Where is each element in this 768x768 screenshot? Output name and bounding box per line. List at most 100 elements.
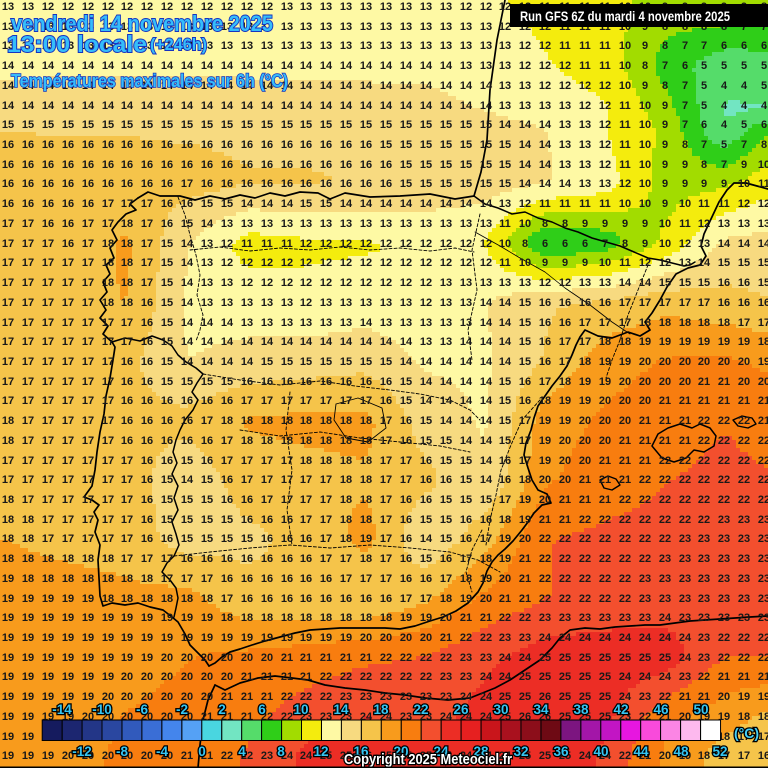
svg-text:15: 15: [241, 533, 253, 545]
svg-text:19: 19: [460, 593, 472, 605]
svg-text:20: 20: [221, 671, 233, 683]
svg-text:22: 22: [221, 750, 233, 762]
svg-text:17: 17: [281, 494, 293, 506]
svg-text:15: 15: [420, 119, 432, 131]
svg-text:18: 18: [102, 238, 114, 250]
svg-text:13: 13: [420, 1, 432, 13]
svg-text:21: 21: [340, 652, 352, 664]
svg-text:23: 23: [698, 632, 710, 644]
svg-text:16: 16: [141, 395, 153, 407]
svg-text:16: 16: [281, 573, 293, 585]
svg-text:17: 17: [22, 395, 34, 407]
svg-text:9: 9: [721, 178, 727, 190]
svg-text:Run GFS 6Z du mardi 4 novembre: Run GFS 6Z du mardi 4 novembre 2025: [520, 9, 730, 24]
svg-text:16: 16: [161, 159, 173, 171]
svg-text:15: 15: [460, 474, 472, 486]
svg-text:12: 12: [313, 744, 328, 759]
svg-text:13: 13: [480, 40, 492, 52]
svg-text:13: 13: [241, 297, 253, 309]
svg-text:14: 14: [460, 435, 473, 447]
svg-text:16: 16: [261, 593, 273, 605]
svg-text:22: 22: [380, 652, 392, 664]
svg-text:15: 15: [400, 376, 412, 388]
svg-text:14: 14: [440, 198, 453, 210]
svg-text:13: 13: [360, 1, 372, 13]
svg-text:4: 4: [721, 119, 728, 131]
svg-text:17: 17: [380, 573, 392, 585]
svg-text:22: 22: [241, 750, 253, 762]
svg-text:12: 12: [758, 198, 768, 210]
svg-text:16: 16: [241, 573, 253, 585]
svg-text:25: 25: [579, 691, 591, 703]
svg-text:11: 11: [499, 257, 511, 269]
svg-text:17: 17: [2, 277, 14, 289]
svg-text:16: 16: [221, 139, 233, 151]
svg-text:22: 22: [698, 455, 710, 467]
svg-text:21: 21: [599, 474, 611, 486]
svg-text:21: 21: [659, 395, 671, 407]
svg-text:12: 12: [559, 60, 571, 72]
svg-text:19: 19: [2, 731, 14, 743]
svg-text:13: 13: [320, 40, 332, 52]
svg-text:23: 23: [420, 691, 432, 703]
svg-text:16: 16: [141, 474, 153, 486]
svg-text:24: 24: [480, 671, 493, 683]
svg-text:17: 17: [62, 494, 74, 506]
svg-text:10: 10: [619, 60, 631, 72]
svg-text:17: 17: [102, 395, 114, 407]
svg-text:14: 14: [440, 415, 453, 427]
svg-text:16: 16: [241, 553, 253, 565]
svg-text:17: 17: [241, 455, 253, 467]
svg-text:21: 21: [579, 474, 591, 486]
svg-text:18: 18: [121, 573, 133, 585]
svg-text:8: 8: [662, 80, 668, 92]
svg-text:17: 17: [102, 218, 114, 230]
svg-text:16: 16: [161, 198, 173, 210]
svg-text:22: 22: [420, 671, 432, 683]
svg-text:15: 15: [440, 159, 452, 171]
svg-text:4: 4: [761, 100, 768, 112]
svg-text:18: 18: [82, 553, 94, 565]
svg-text:19: 19: [141, 612, 153, 624]
svg-text:21: 21: [679, 691, 691, 703]
svg-text:12: 12: [659, 257, 671, 269]
svg-text:19: 19: [22, 750, 34, 762]
svg-text:18: 18: [340, 474, 352, 486]
svg-text:20: 20: [539, 494, 551, 506]
svg-text:15: 15: [460, 178, 472, 190]
svg-text:17: 17: [22, 376, 34, 388]
svg-text:20: 20: [698, 356, 710, 368]
svg-text:13: 13: [201, 257, 213, 269]
svg-text:17: 17: [141, 238, 153, 250]
svg-text:21: 21: [738, 671, 750, 683]
svg-text:25: 25: [559, 671, 571, 683]
svg-text:25: 25: [340, 750, 352, 762]
svg-text:12: 12: [460, 257, 472, 269]
svg-text:14: 14: [62, 80, 75, 92]
svg-text:20: 20: [102, 691, 114, 703]
svg-text:13: 13: [221, 40, 233, 52]
svg-text:vendredi 14 novembre 2025: vendredi 14 novembre 2025: [11, 11, 273, 36]
svg-text:17: 17: [102, 317, 114, 329]
svg-text:18: 18: [340, 612, 352, 624]
svg-text:21: 21: [679, 395, 691, 407]
svg-text:14: 14: [261, 100, 274, 112]
svg-text:21: 21: [559, 514, 571, 526]
svg-text:12: 12: [480, 1, 492, 13]
svg-text:12: 12: [440, 238, 452, 250]
svg-text:8: 8: [562, 218, 568, 230]
svg-text:15: 15: [400, 159, 412, 171]
svg-text:18: 18: [320, 612, 332, 624]
svg-text:17: 17: [102, 455, 114, 467]
svg-text:13: 13: [519, 80, 531, 92]
svg-text:17: 17: [201, 573, 213, 585]
svg-text:13: 13: [201, 238, 213, 250]
svg-text:17: 17: [380, 474, 392, 486]
svg-text:15: 15: [420, 514, 432, 526]
svg-text:24: 24: [460, 750, 473, 762]
svg-text:13: 13: [62, 40, 74, 52]
svg-text:14: 14: [380, 336, 393, 348]
svg-text:24: 24: [480, 750, 493, 762]
svg-text:11: 11: [499, 218, 511, 230]
svg-text:23: 23: [599, 612, 611, 624]
